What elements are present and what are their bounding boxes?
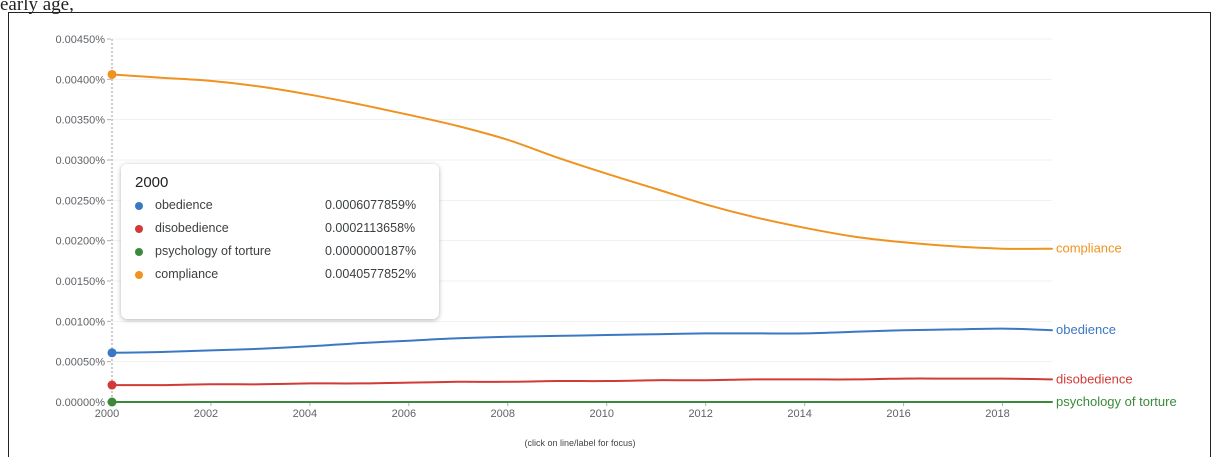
tooltip-series-value: 0.0006077859% — [325, 198, 417, 212]
tooltip-row: psychology of torture 0.0000000187% — [135, 244, 439, 267]
tooltip-row: obedience 0.0006077859% — [135, 198, 439, 221]
focus-point — [107, 348, 117, 358]
x-tick-label: 2012 — [688, 408, 712, 420]
chart-frame — [8, 12, 1211, 457]
y-tick-label: 0.00050% — [55, 357, 105, 369]
y-tick-label: 0.00000% — [55, 397, 105, 409]
x-tick-label: 2004 — [293, 408, 317, 420]
y-tick-label: 0.00400% — [55, 74, 105, 86]
y-tick-label: 0.00150% — [55, 276, 105, 288]
series-labels: compliance obedience disobedience psycholog… — [1056, 241, 1177, 409]
x-tick-label: 2014 — [787, 408, 811, 420]
focus-point — [107, 69, 117, 79]
x-tick-label: 2016 — [886, 408, 910, 420]
tooltip-year: 2000 — [135, 174, 169, 191]
series-dot-icon — [135, 248, 143, 256]
focus-point — [107, 380, 117, 390]
tooltip-series-name: compliance — [155, 267, 219, 281]
y-tick-label: 0.00100% — [55, 316, 105, 328]
y-tick-label: 0.00200% — [55, 236, 105, 248]
series-dot-icon — [135, 271, 143, 279]
tooltip-row: compliance 0.0040577852% — [135, 267, 439, 290]
y-tick-label: 0.00450% — [55, 34, 105, 46]
hover-tooltip: 2000 obedience 0.0006077859% disobedienc… — [121, 164, 439, 319]
series-dot-icon — [135, 225, 143, 233]
top-text-fragment: early age, — [0, 0, 74, 15]
tooltip-series-value: 0.0040577852% — [325, 267, 417, 281]
series-line — [111, 327, 1053, 354]
series-end-label: disobedience — [1056, 371, 1133, 386]
focus-hint: (click on line/label for focus) — [524, 438, 635, 448]
series-dot-icon — [135, 202, 143, 210]
x-tick-label: 2018 — [985, 408, 1009, 420]
tooltip-series-name: obedience — [155, 198, 213, 212]
y-tick-label: 0.00300% — [55, 155, 105, 167]
tooltip-series-name: psychology of torture — [155, 244, 272, 258]
focus-point — [107, 397, 117, 407]
y-tick-label: 0.00350% — [55, 115, 105, 127]
series-end-label: psychology of torture — [1056, 394, 1177, 409]
y-tick-label: 0.00250% — [55, 195, 105, 207]
tooltip-row: disobedience 0.0002113658% — [135, 221, 439, 244]
x-tick-label: 2002 — [194, 408, 218, 420]
tooltip-series-name: disobedience — [155, 221, 229, 235]
x-tick-label: 2010 — [589, 408, 613, 420]
tooltip-series-value: 0.0000000187% — [325, 244, 417, 258]
x-tick-label: 2008 — [491, 408, 515, 420]
series-line — [111, 73, 1053, 250]
tooltip-series-value: 0.0002113658% — [325, 221, 416, 235]
x-tick-label: 2006 — [392, 408, 416, 420]
series-lines — [107, 69, 1053, 407]
series-line — [111, 377, 1053, 387]
x-tick-label: 2000 — [95, 408, 119, 420]
gridlines — [112, 38, 1052, 363]
series-end-label: obedience — [1056, 322, 1116, 337]
series-end-label: compliance — [1056, 241, 1122, 256]
